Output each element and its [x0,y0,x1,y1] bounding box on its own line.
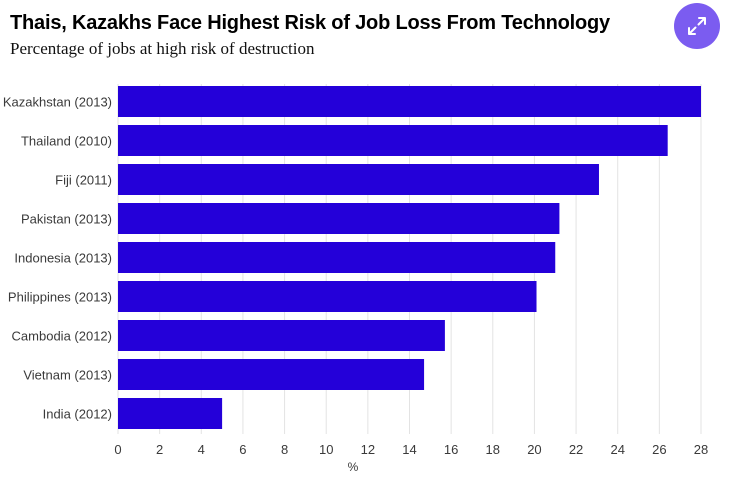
x-tick-label: 22 [569,442,583,457]
bar [118,203,560,234]
bar [118,242,556,273]
category-label: Vietnam (2013) [23,368,112,383]
x-tick-label: 14 [402,442,416,457]
category-label: Pakistan (2013) [21,212,112,227]
category-label: India (2012) [43,407,112,422]
category-label: Fiji (2011) [55,173,112,188]
bar [118,320,445,351]
category-label: Cambodia (2012) [12,329,112,344]
expand-button[interactable] [674,3,720,49]
x-tick-label: 0 [114,442,121,457]
x-tick-label: 18 [486,442,500,457]
x-tick-label: 20 [527,442,541,457]
x-tick-label: 10 [319,442,333,457]
chart-title: Thais, Kazakhs Face Highest Risk of Job … [10,12,610,34]
x-tick-label: 6 [239,442,246,457]
bar [118,86,701,117]
x-tick-label: 2 [156,442,163,457]
expand-icon [688,17,706,35]
bar [118,359,425,390]
x-tick-label: 28 [694,442,708,457]
x-tick-label: 4 [198,442,205,457]
bar [118,164,599,195]
x-tick-label: 16 [444,442,458,457]
bar [118,125,668,156]
bar [118,281,537,312]
x-axis-label: % [348,460,359,474]
category-label: Thailand (2010) [21,134,112,149]
category-label: Indonesia (2013) [14,251,112,266]
category-label: Kazakhstan (2013) [3,95,112,110]
category-label: Philippines (2013) [8,290,112,305]
x-tick-label: 26 [652,442,666,457]
bar [118,398,223,429]
x-tick-label: 8 [281,442,288,457]
chart-subtitle: Percentage of jobs at high risk of destr… [10,39,315,58]
x-tick-label: 24 [610,442,624,457]
x-tick-label: 12 [361,442,375,457]
